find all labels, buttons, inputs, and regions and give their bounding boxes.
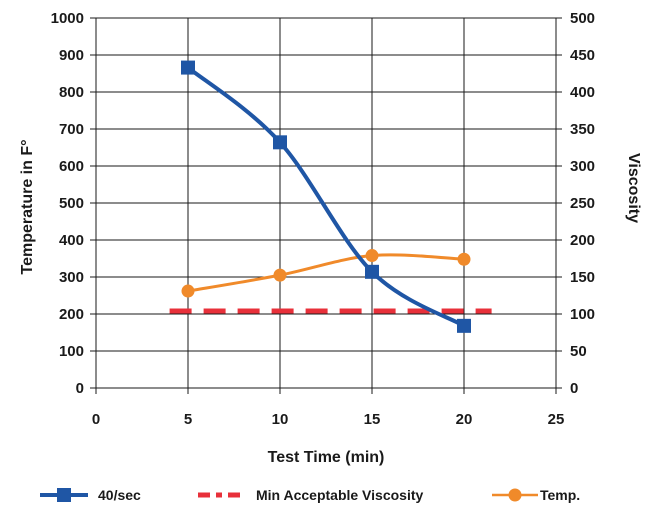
x-tick-label: 20	[456, 411, 473, 428]
left-tick-label: 800	[59, 84, 84, 101]
square-marker	[181, 60, 195, 75]
circle-marker	[181, 284, 195, 298]
circle-marker	[457, 252, 471, 266]
left-tick-label: 300	[59, 269, 84, 286]
square-marker	[457, 318, 471, 333]
series-line	[187, 253, 465, 293]
x-tick-label: 10	[272, 411, 289, 428]
right-tick-label: 450	[570, 47, 595, 64]
legend-label: Min Acceptable Viscosity	[256, 487, 423, 503]
left-tick-label: 700	[59, 121, 84, 138]
right-tick-label: 400	[570, 84, 595, 101]
x-tick-label: 25	[548, 411, 565, 428]
x-tick-label: 15	[364, 411, 381, 428]
right-tick-label: 0	[570, 380, 578, 397]
legend-marker	[508, 488, 522, 502]
left-tick-label: 500	[59, 195, 84, 212]
right-tick-label: 150	[570, 269, 595, 286]
legend-item-min-viscosity: Min Acceptable Viscosity	[198, 487, 423, 503]
right-tick-label: 350	[570, 121, 595, 138]
x-axis-ticks: 0 5 10 15 20 25	[92, 388, 565, 428]
right-tick-label: 300	[570, 158, 595, 175]
circle-marker	[273, 268, 287, 282]
square-marker	[273, 135, 287, 150]
left-tick-label: 600	[59, 158, 84, 175]
right-axis-ticks: 0 50 100 150 200 250 300 350 400 450 500	[556, 10, 595, 397]
x-tick-label: 0	[92, 411, 100, 428]
legend-item-40sec: 40/sec	[40, 487, 141, 503]
grid-lines	[95, 17, 557, 389]
legend-marker	[57, 488, 71, 502]
x-axis-title: Test Time (min)	[268, 449, 385, 466]
x-tick-label: 5	[184, 411, 192, 428]
left-tick-label: 100	[59, 343, 84, 360]
series-2	[181, 249, 471, 298]
legend-label: 40/sec	[98, 487, 141, 503]
legend-label: Temp.	[540, 487, 580, 503]
right-tick-label: 50	[570, 343, 587, 360]
left-tick-label: 900	[59, 47, 84, 64]
left-tick-label: 200	[59, 306, 84, 323]
right-tick-label: 100	[570, 306, 595, 323]
right-axis-title: Viscosity	[625, 153, 642, 223]
left-axis-ticks: 0 100 200 300 400 500 600 700 800 900 1000	[51, 10, 96, 397]
right-tick-label: 500	[570, 10, 595, 27]
circle-marker	[365, 249, 379, 263]
legend-item-temp: Temp.	[492, 487, 580, 503]
right-tick-label: 250	[570, 195, 595, 212]
left-tick-label: 1000	[51, 10, 84, 27]
series-line	[186, 66, 466, 328]
series-0	[181, 60, 471, 333]
left-axis-title: Temperature in F°	[19, 139, 36, 274]
right-tick-label: 200	[570, 232, 595, 249]
square-marker	[365, 264, 379, 279]
left-tick-label: 400	[59, 232, 84, 249]
left-tick-label: 0	[76, 380, 84, 397]
legend: 40/sec Min Acceptable Viscosity Temp.	[40, 487, 580, 503]
series-layer	[169, 60, 492, 333]
